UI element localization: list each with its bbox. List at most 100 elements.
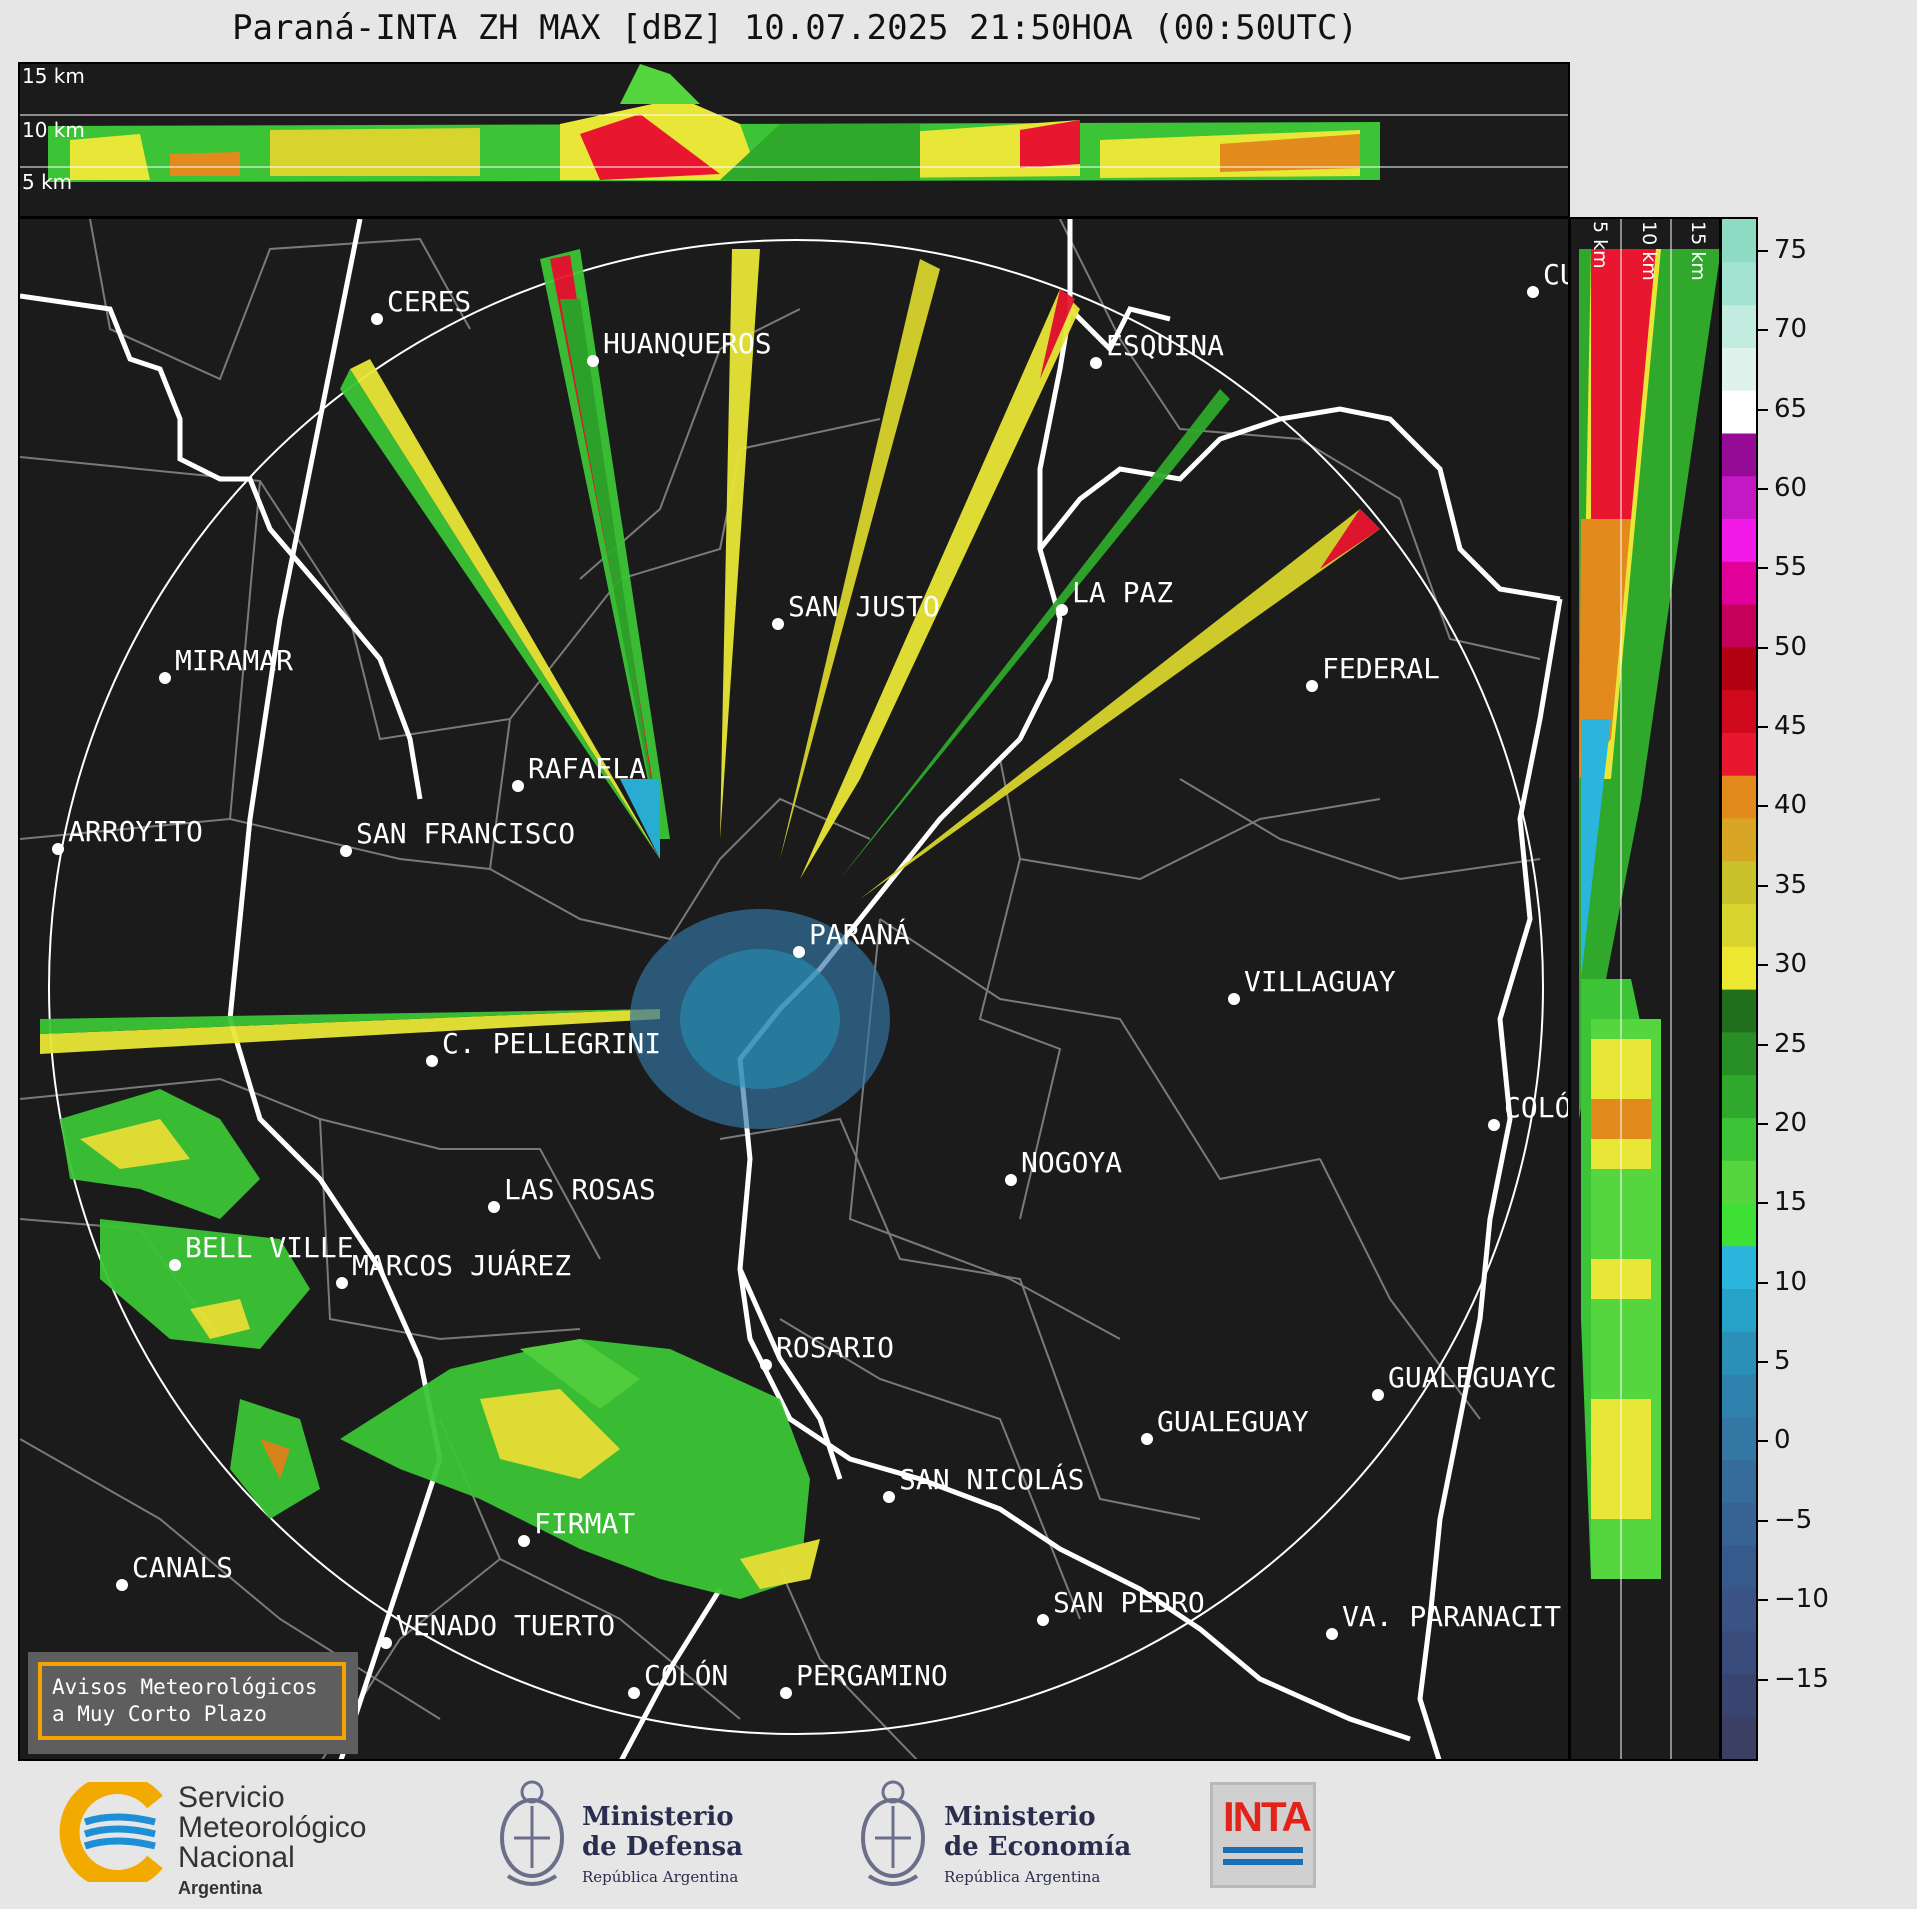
defensa-line: República Argentina [582,1868,739,1886]
city-label: ARROYITO [68,815,203,848]
colorbar-segment [1722,432,1756,477]
colorbar-tick-label: 5 [1774,1346,1791,1377]
smn-logo-text: Servicio Meteorológico Nacional Argentin… [178,1783,366,1903]
colorbar-segment [1722,347,1756,391]
colorbar-tick [1758,964,1768,967]
city-dot [1005,1174,1017,1186]
colorbar-tick [1758,1519,1768,1522]
colorbar-tick [1758,1122,1768,1125]
inta-logo-stripe [1223,1859,1303,1865]
city-label: SAN NICOLÁS [899,1463,1085,1496]
side-cross-section-panel: 5 km 10 km 15 km [1569,217,1721,1761]
warning-line-2: a Muy Corto Plazo [52,1702,267,1726]
warning-line-1: Avisos Meteorológicos [52,1675,318,1699]
smn-line: Nacional [178,1841,295,1874]
colorbar-tick [1758,1202,1768,1205]
colorbar-tick [1758,1361,1768,1364]
smn-line: Argentina [178,1878,263,1898]
city-label: FIRMAT [534,1507,636,1540]
colorbar-tick-label: −10 [1774,1584,1829,1615]
colorbar-segment [1722,860,1756,905]
colorbar-tick [1758,408,1768,411]
warning-box-frame: Avisos Meteorológicos a Muy Corto Plazo [38,1662,346,1740]
city-dot [371,313,383,325]
colorbar-segment [1722,475,1756,520]
colorbar-tick [1758,487,1768,490]
colorbar-tick-label: 75 [1774,234,1808,265]
city-label: LAS ROSAS [504,1173,656,1206]
city-label: C. PELLEGRINI [442,1027,662,1060]
city-label: VA. PARANACIT [1342,1600,1562,1633]
colorbar-segment [1722,1117,1756,1161]
city-label: MARCOS JUÁREZ [352,1249,572,1282]
radar-echo-spokes [40,249,1380,1129]
defensa-coat-of-arms-icon [500,1780,564,1886]
colorbar-segment [1722,261,1756,306]
colorbar-tick [1758,1043,1768,1046]
city-label: GUALEGUAYC [1388,1361,1557,1394]
city-dot [1037,1614,1049,1626]
economia-logo-text: Ministerio de Economía República Argenti… [944,1802,1131,1892]
colorbar-tick [1758,726,1768,729]
colorbar-segment [1722,1160,1756,1204]
city-label: CANALS [132,1551,234,1584]
radar-map[interactable] [20,219,1570,1761]
city-dot [159,672,171,684]
city-dot [793,946,805,958]
city-dot [772,618,784,630]
city-dot [488,1201,500,1213]
defensa-line: de Defensa [582,1832,743,1862]
smn-line: Servicio [178,1781,285,1814]
city-label: MIRAMAR [175,644,294,677]
colorbar-segment [1722,219,1756,263]
colorbar-segment [1722,732,1756,776]
city-label: BELL VILLE [185,1231,354,1264]
city-dot [883,1491,895,1503]
economia-coat-of-arms-icon [861,1780,925,1886]
radar-map-panel[interactable]: CERES HUANQUEROS ESQUINA CU SAN JUSTO LA… [18,217,1570,1761]
top-height-label: 15 km [22,64,85,88]
colorbar-segment [1722,1673,1756,1717]
city-dot [1488,1119,1500,1131]
city-label: HUANQUEROS [603,327,772,360]
colorbar-tick-label: 25 [1774,1028,1808,1059]
city-label: COLÓ [1504,1091,1570,1124]
warning-box[interactable]: Avisos Meteorológicos a Muy Corto Plazo [28,1652,358,1754]
colorbar-tick [1758,884,1768,887]
radar-range-ring [48,239,1544,1735]
city-dot [518,1535,530,1547]
colorbar-tick-label: 10 [1774,1266,1808,1297]
inta-logo-text: INTA [1223,1793,1312,1840]
colorbar-segment [1722,1031,1756,1076]
economia-line: República Argentina [944,1868,1101,1886]
city-dot [1372,1389,1384,1401]
city-label: PARANÁ [809,918,911,951]
colorbar-segment [1722,518,1756,562]
city-dot [512,780,524,792]
colorbar-segment [1722,1502,1756,1546]
city-label: SAN FRANCISCO [356,817,576,850]
colorbar-tick-label: 35 [1774,869,1808,900]
colorbar-segment [1722,390,1756,434]
city-dot [340,845,352,857]
defensa-line: Ministerio [582,1802,734,1832]
colorbar-tick-label: 55 [1774,552,1808,583]
city-label: GUALEGUAY [1157,1405,1309,1438]
city-label: PERGAMINO [796,1659,948,1692]
city-label: ROSARIO [776,1331,895,1364]
colorbar-tick-label: 20 [1774,1107,1808,1138]
colorbar-segment [1722,1630,1756,1675]
page-title: Paraná-INTA ZH MAX [dBZ] 10.07.2025 21:5… [232,8,1358,48]
colorbar-segment [1722,304,1756,348]
colorbar-segment [1722,1331,1756,1375]
city-label: RAFAELA [528,752,647,785]
city-label: LA PAZ [1072,576,1174,609]
city-label: CU [1543,258,1568,291]
colorbar-tick [1758,567,1768,570]
colorbar-segment [1722,1416,1756,1461]
city-dot [780,1687,792,1699]
colorbar-tick-label: 60 [1774,472,1808,503]
city-label: COLÓN [644,1659,729,1692]
defensa-logo-text: Ministerio de Defensa República Argentin… [582,1802,743,1892]
colorbar-segment [1722,1716,1756,1759]
